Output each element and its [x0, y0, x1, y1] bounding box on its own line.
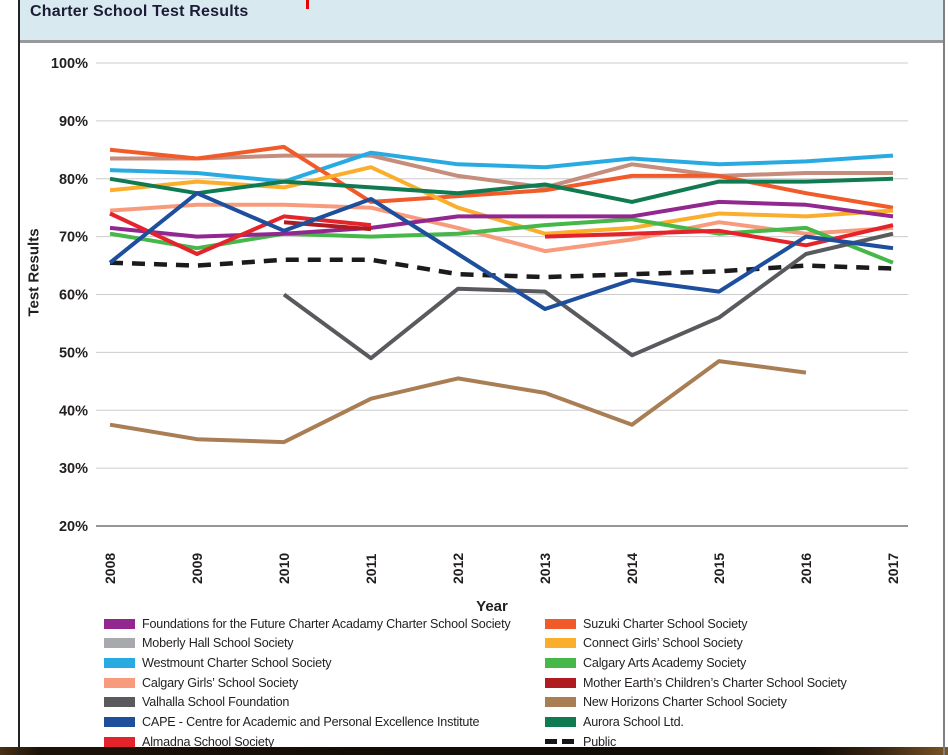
- legend-swatch: [545, 618, 576, 629]
- x-tick-label: 2017: [885, 553, 901, 584]
- legend-swatch: [104, 677, 135, 688]
- x-tick-label: 2011: [363, 553, 379, 584]
- legend-item: Foundations for the Future Charter Acada…: [104, 616, 511, 632]
- legend-label: Aurora School Ltd.: [583, 715, 684, 729]
- legend-item: Valhalla School Foundation: [104, 694, 289, 710]
- legend-label: Calgary Girls’ School Society: [142, 675, 299, 690]
- series-line-12: [109, 176, 894, 204]
- y-tick-label: 70%: [59, 230, 88, 246]
- legend-item: New Horizons Charter School Society: [545, 694, 787, 710]
- legend-label: Valhalla School Foundation: [142, 695, 290, 710]
- legend-label: Connect Girls’ School Society: [583, 636, 743, 651]
- legend-swatch: [104, 657, 135, 668]
- series-line-4: [282, 231, 894, 361]
- legend-label: Calgary Arts Academy Society: [583, 655, 747, 670]
- legend-item: Suzuki Charter School Society: [545, 616, 747, 632]
- legend-swatch: [545, 697, 576, 708]
- x-axis-title: Year: [476, 598, 508, 615]
- y-tick-label: 80%: [59, 172, 88, 188]
- x-tick-label: 2014: [624, 553, 640, 584]
- legend-swatch: [545, 677, 576, 688]
- legend-label: Westmount Charter School Society: [142, 655, 332, 670]
- legend-swatch: [545, 638, 576, 649]
- legend-label: Moberly Hall School Society: [142, 636, 294, 651]
- frame-right-border: [943, 0, 945, 755]
- x-tick-label: 2008: [102, 553, 118, 584]
- y-tick-label: 60%: [59, 288, 88, 304]
- y-tick-label: 20%: [59, 519, 88, 535]
- x-tick-label: 2012: [450, 553, 466, 584]
- red-cursor-mark: [306, 0, 309, 9]
- legend-label: Suzuki Charter School Society: [583, 616, 748, 631]
- y-tick-label: 30%: [59, 461, 88, 477]
- x-tick-label: 2010: [276, 553, 292, 584]
- x-tick-label: 2013: [537, 553, 553, 584]
- legend-swatch: [545, 657, 576, 668]
- legend-item: Calgary Arts Academy Society: [545, 655, 746, 671]
- x-tick-label: 2015: [711, 553, 727, 584]
- series-line-8: [109, 165, 894, 236]
- legend-label: CAPE - Centre for Academic and Personal …: [142, 715, 480, 729]
- legend-swatch: [104, 697, 135, 708]
- legend-item: Moberly Hall School Society: [104, 635, 294, 651]
- legend-swatch: [104, 638, 135, 649]
- series-line-1: [110, 153, 893, 190]
- y-tick-label: 90%: [59, 114, 88, 130]
- legend-item: Westmount Charter School Society: [104, 655, 332, 671]
- legend-item: Calgary Girls’ School Society: [104, 675, 298, 691]
- series-line-5: [108, 191, 894, 311]
- legend-item: CAPE - Centre for Academic and Personal …: [104, 714, 480, 730]
- legend-item: Public: [545, 734, 616, 750]
- title-bar: Charter School Test Results: [20, 0, 943, 43]
- legend-swatch: [104, 736, 135, 747]
- legend-label: Almadna School Society: [142, 734, 275, 749]
- series-line-3: [109, 202, 894, 254]
- legend-label: Foundations for the Future Charter Acada…: [142, 616, 511, 631]
- legend-swatch: [545, 739, 576, 745]
- series-line-9: [109, 217, 894, 265]
- legend-item: Almadna School Society: [104, 734, 274, 750]
- legend-swatch: [545, 717, 576, 727]
- y-tick-label: 40%: [59, 403, 88, 419]
- legend-label: New Horizons Charter School Society: [583, 695, 787, 710]
- legend-label: Mother Earth’s Children’s Charter School…: [583, 675, 847, 690]
- y-tick-label: 50%: [59, 345, 88, 361]
- bottom-edge-bar: [0, 747, 948, 755]
- legend-swatch: [104, 717, 135, 727]
- legend-item: Connect Girls’ School Society: [545, 635, 743, 651]
- legend-item: Aurora School Ltd.: [545, 714, 684, 730]
- x-tick-label: 2009: [189, 553, 205, 584]
- x-tick-label: 2016: [798, 553, 814, 584]
- series-line-10: [283, 220, 372, 232]
- legend-swatch: [104, 618, 135, 629]
- page-title: Charter School Test Results: [30, 3, 249, 20]
- legend-label: Public: [583, 734, 617, 749]
- line-chart: 100% 90% 80% 70% 60% 50% 40% 30% 20% 2008 2009 2010…: [51, 56, 908, 584]
- y-tick-label: 100%: [51, 56, 88, 72]
- legend-item: Mother Earth’s Children’s Charter School…: [545, 675, 847, 691]
- series-line-7: [109, 144, 894, 210]
- series-line-2: [109, 150, 894, 184]
- frame-left-border: [18, 0, 20, 755]
- series-line-11: [109, 359, 807, 445]
